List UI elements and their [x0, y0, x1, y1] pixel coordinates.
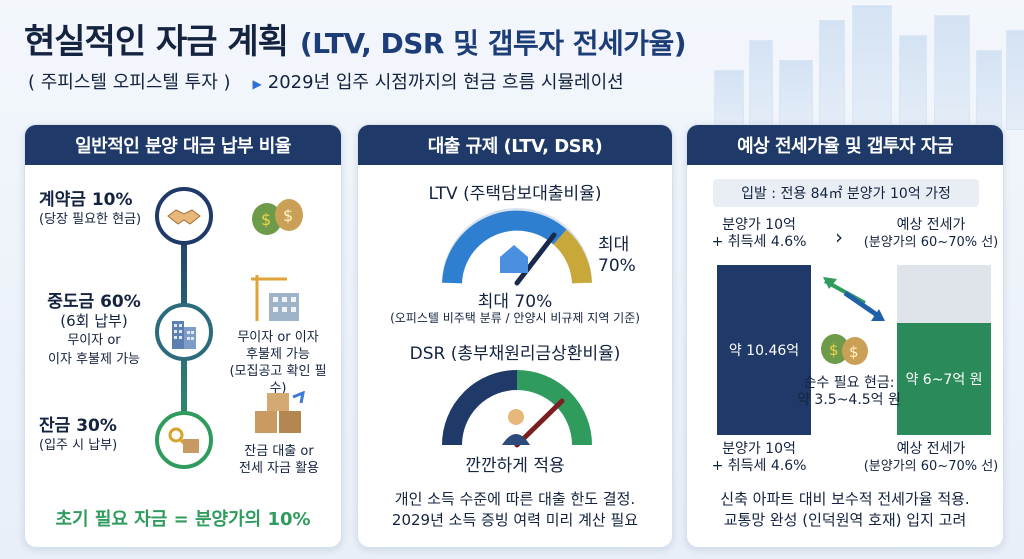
panel3-footer-line1: 신축 아파트 대비 보수적 전세가율 적용. [720, 490, 970, 508]
panel1-header: 일반적인 분양 대금 납부 비율 [25, 125, 341, 165]
bottom-left-label: 분양가 10억 + 취득세 4.6% [707, 441, 811, 475]
construction-icon [247, 271, 307, 325]
keys-box-icon [155, 411, 213, 469]
stage-interim-line2: (6회 납부) [60, 312, 128, 330]
net-cash-line1: 순수 필요 현금: [803, 375, 895, 391]
dsr-label: DSR (총부채원리금상환비율) [409, 344, 621, 364]
top-left-label: 분양가 10억 + 취득세 4.6% [707, 217, 811, 251]
stage-deposit-title: 계약금 10% [39, 190, 133, 210]
svg-text:$: $ [283, 206, 293, 225]
money-bags-icon-2: $ $ [817, 319, 873, 367]
chevron-right-icon: › [835, 225, 843, 249]
assumption-box: 입발 : 전용 84㎡ 분양가 10억 가정 [713, 179, 979, 207]
bottom-right-label: 예상 전세가 (분양가의 60~70% 선) [863, 441, 999, 475]
subtitle: ( 주피스텔 오피스텔 투자 ) ▶ 2029년 입주 시점까지의 현금 흐름 시… [28, 68, 624, 94]
stage-interim-line3: 무이자 or [67, 333, 121, 348]
top-right-label: 예상 전세가 (분양가의 60~70% 선) [863, 217, 999, 251]
interim-note: 무이자 or 이자 후불제 가능 (모집공고 확인 필수) [221, 329, 335, 397]
top-right-line1: 예상 전세가 [896, 217, 966, 233]
panel3-footer: 신축 아파트 대비 보수적 전세가율 적용. 교통망 완성 (인덕원역 호재) … [687, 489, 1003, 531]
top-left-line2: + 취득세 4.6% [711, 234, 807, 250]
ltv-gauge [442, 205, 592, 287]
stage-deposit: 계약금 10% (당장 필요한 현금) [39, 191, 141, 229]
ltv-value: 최대 70% [477, 292, 553, 312]
stage-interim-line4: 이자 후불제 가능 [48, 352, 140, 367]
initial-funds-summary: 초기 필요 자금 = 분양가의 10% [55, 509, 311, 530]
panel3-header: 예상 전세가율 및 갭투자 자금 [687, 125, 1003, 165]
skyline-illustration [694, 0, 1024, 130]
building-icon [155, 303, 213, 361]
payment-ratio-panel: 일반적인 분양 대금 납부 비율 계약금 10% (당장 필요한 현금) $ $… [24, 124, 342, 548]
svg-text:$: $ [849, 343, 859, 361]
svg-text:$: $ [829, 341, 839, 359]
interim-note-line2: 후불제 가능 [246, 347, 310, 362]
handshake-icon [155, 187, 213, 245]
stage-balance: 잔금 30% (입주 시 납부) [39, 417, 117, 455]
stage-deposit-sub: (당장 필요한 현금) [39, 212, 142, 227]
stage-balance-title: 잔금 30% [39, 416, 117, 436]
panel2-footer-line1: 개인 소득 수준에 따른 대출 한도 결정. [394, 490, 636, 508]
boxes-icon [251, 390, 307, 437]
subtitle-left: ( 주피스텔 오피스텔 투자 ) [28, 72, 231, 93]
bottom-left-line2: + 취득세 4.6% [711, 458, 807, 474]
purchase-cost-bar: 약 10.46억 [717, 265, 811, 435]
ltv-max-side: 최대 70% [598, 235, 636, 277]
title-main: 현실적인 자금 계획 [24, 22, 289, 62]
stage-interim-title: 중도금 60% [47, 292, 141, 312]
stage-balance-sub: (입주 시 납부) [39, 438, 118, 453]
panel2-footer: 개인 소득 수준에 따른 대출 한도 결정. 2029년 소득 증빙 여력 미리… [358, 489, 672, 531]
purchase-cost-value: 약 10.46억 [728, 343, 800, 359]
stage-interim: 중도금 60% (6회 납부) 무이자 or 이자 후불제 가능 [39, 293, 149, 369]
interim-note-line1: 무이자 or 이자 [237, 330, 319, 345]
svg-text:$: $ [261, 210, 271, 229]
subtitle-right: 2029년 입주 시점까지의 현금 흐름 시뮬레이션 [267, 72, 624, 93]
dsr-gauge [442, 367, 592, 449]
ltv-max-value: 70% [598, 256, 636, 276]
ltv-note: (오피스텔 비주택 분류 / 안양시 비규제 지역 기준) [390, 311, 640, 325]
ltv-label: LTV (주택담보대출비율) [428, 184, 602, 204]
net-cash-label: 순수 필요 현금: 약 3.5~4.5억 원 [795, 375, 903, 409]
jeonse-value: 약 6~7억 원 [905, 372, 983, 388]
balance-note-line1: 잔금 대출 or [244, 444, 314, 459]
bottom-right-line1: 예상 전세가 [896, 441, 966, 457]
gap-investment-panel: 예상 전세가율 및 갭투자 자금 입발 : 전용 84㎡ 분양가 10억 가정 … [686, 124, 1004, 548]
jeonse-bar: 약 6~7억 원 [897, 323, 991, 435]
panel3-footer-line2: 교통망 완성 (인덕원역 호재) 입지 고려 [723, 511, 967, 529]
panel2-footer-line2: 2029년 소득 증빙 여력 미리 계산 필요 [391, 511, 639, 529]
bottom-left-line1: 분양가 10억 [722, 441, 796, 457]
money-bags-icon: $ $ [247, 187, 307, 237]
ltv-max-label: 최대 [598, 235, 630, 255]
title-sub: (LTV, DSR 및 갭투자 전세가율) [299, 27, 687, 60]
bottom-right-line2: (분양가의 60~70% 선) [863, 459, 999, 474]
page-title: 현실적인 자금 계획 (LTV, DSR 및 갭투자 전세가율) [24, 14, 687, 63]
dsr-note: 깐깐하게 적용 [465, 456, 565, 476]
panel2-header: 대출 규제 (LTV, DSR) [358, 125, 672, 165]
balance-note-line2: 전세 자금 활용 [238, 461, 320, 476]
loan-regulation-panel: 대출 규제 (LTV, DSR) LTV (주택담보대출비율) 최대 70% 최… [357, 124, 673, 548]
top-right-line2: (분양가의 60~70% 선) [863, 235, 999, 250]
triangle-right-icon: ▶ [252, 77, 262, 91]
subtitle-right-wrap: ▶ 2029년 입주 시점까지의 현금 흐름 시뮬레이션 [253, 68, 624, 94]
net-cash-line2: 약 3.5~4.5억 원 [797, 392, 901, 408]
balance-note: 잔금 대출 or 전세 자금 활용 [229, 443, 329, 477]
exchange-arrows-icon [815, 273, 895, 333]
interim-note-line3: (모집공고 확인 필수) [229, 364, 327, 396]
top-left-line1: 분양가 10억 [722, 217, 796, 233]
